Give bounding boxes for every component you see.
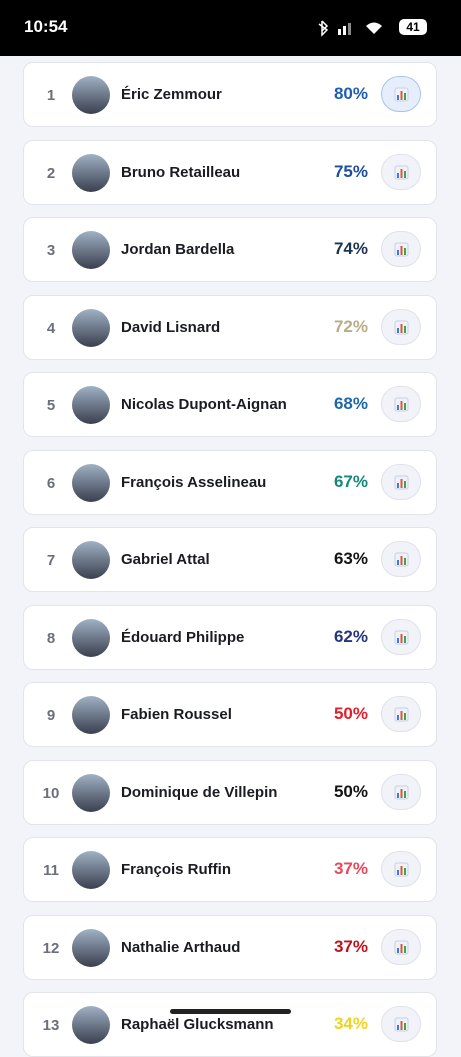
percent: 37% [333,859,368,878]
candidate-name: Nathalie Arthaud [121,938,241,956]
candidate-name: Raphaël Glucksmann [121,1016,274,1033]
candidate-row: 2 Bruno Retailleau 75% [23,139,437,205]
candidate-name: Dominique de Villepin [121,783,278,801]
candidate-row: 5 Nicolas Dupont-Aignan 68% [23,372,437,437]
rank: 9 [46,707,56,724]
rank: 10 [42,784,60,802]
percent: 34% [333,1014,368,1033]
chart-icon [394,87,409,102]
avatar [72,231,110,269]
percent: 75% [333,161,368,181]
chart-icon [394,320,409,334]
chart-icon [394,785,409,799]
candidate-name: Nicolas Dupont-Aignan [121,396,287,413]
candidate-row: 7 Gabriel Attal 63% [23,527,437,592]
candidate-name: Fabien Roussel [121,706,232,723]
avatar [72,851,110,889]
chart-button[interactable] [381,1006,421,1042]
chart-button[interactable] [381,386,421,422]
candidate-row: 3 Jordan Bardella 74% [23,217,437,282]
rank: 1 [46,87,56,104]
candidate-row: 1 Éric Zemmour 80% [23,62,437,127]
avatar [72,618,110,657]
chart-icon [394,940,409,954]
chart-icon [394,397,409,412]
percent: 63% [333,549,368,568]
chart-button[interactable] [381,928,421,965]
avatar [72,1006,110,1044]
candidate-row: 11 François Ruffin 37% [23,837,437,902]
rank: 12 [42,939,60,957]
avatar [72,153,110,192]
candidate-name: Bruno Retailleau [121,163,241,181]
chart-button[interactable] [381,308,421,345]
candidate-name: David Lisnard [121,318,221,336]
percent: 37% [333,936,368,956]
chart-button[interactable] [381,851,421,887]
chart-button[interactable] [381,618,421,655]
chart-button[interactable] [381,463,421,500]
candidate-name: François Asselineau [121,473,267,491]
candidate-row: 9 Fabien Roussel 50% [23,682,437,747]
percent: 72% [333,316,368,336]
chart-icon [394,1017,409,1032]
rank: 8 [46,629,56,647]
candidate-row: 10 Dominique de Villepin 50% [23,759,437,825]
percent: 50% [333,704,368,723]
chart-button[interactable] [381,231,421,267]
rank: 7 [46,552,56,569]
avatar [72,386,110,424]
chart-icon [394,552,409,567]
avatar [72,463,110,502]
rank: 13 [42,1017,60,1034]
chart-button[interactable] [381,696,421,732]
percent: 68% [333,394,368,413]
candidate-name: François Ruffin [121,861,232,878]
candidate-name: Édouard Philippe [121,628,245,646]
avatar [72,773,110,812]
candidate-name: Éric Zemmour [121,86,222,103]
status-bar: 10:54 41 [0,0,461,56]
rank: 11 [43,862,59,879]
rank: 5 [46,397,56,414]
chart-button[interactable] [381,773,421,810]
avatar [72,928,110,967]
candidate-name: Gabriel Attal [121,551,210,568]
avatar [72,76,110,114]
home-indicator [170,1009,291,1014]
chart-button[interactable] [381,541,421,577]
candidate-row: 8 Édouard Philippe 62% [23,604,437,670]
percent: 67% [333,471,368,491]
chart-button[interactable] [381,76,421,112]
rank: 4 [46,319,56,337]
status-icons [318,20,382,37]
chart-icon [394,862,409,877]
avatar [72,541,110,579]
battery: 41 [399,19,427,35]
rank: 6 [46,474,56,492]
chart-icon [394,242,409,257]
chart-icon [394,630,409,644]
rank: 2 [46,164,56,182]
time: 10:54 [24,17,68,36]
candidate-row: 13 Raphaël Glucksmann 34% [23,992,437,1057]
candidate-name: Jordan Bardella [121,241,235,258]
percent: 80% [333,84,368,103]
candidate-row: 6 François Asselineau 67% [23,449,437,515]
candidate-row: 4 David Lisnard 72% [23,294,437,360]
percent: 50% [333,781,368,801]
percent: 62% [333,626,368,646]
chart-icon [394,475,409,489]
rank: 3 [46,242,56,259]
chart-icon [394,707,409,722]
avatar [72,696,110,734]
chart-button[interactable] [381,153,421,190]
chart-icon [394,165,409,179]
percent: 74% [333,239,368,258]
avatar [72,308,110,347]
candidate-row: 12 Nathalie Arthaud 37% [23,914,437,980]
